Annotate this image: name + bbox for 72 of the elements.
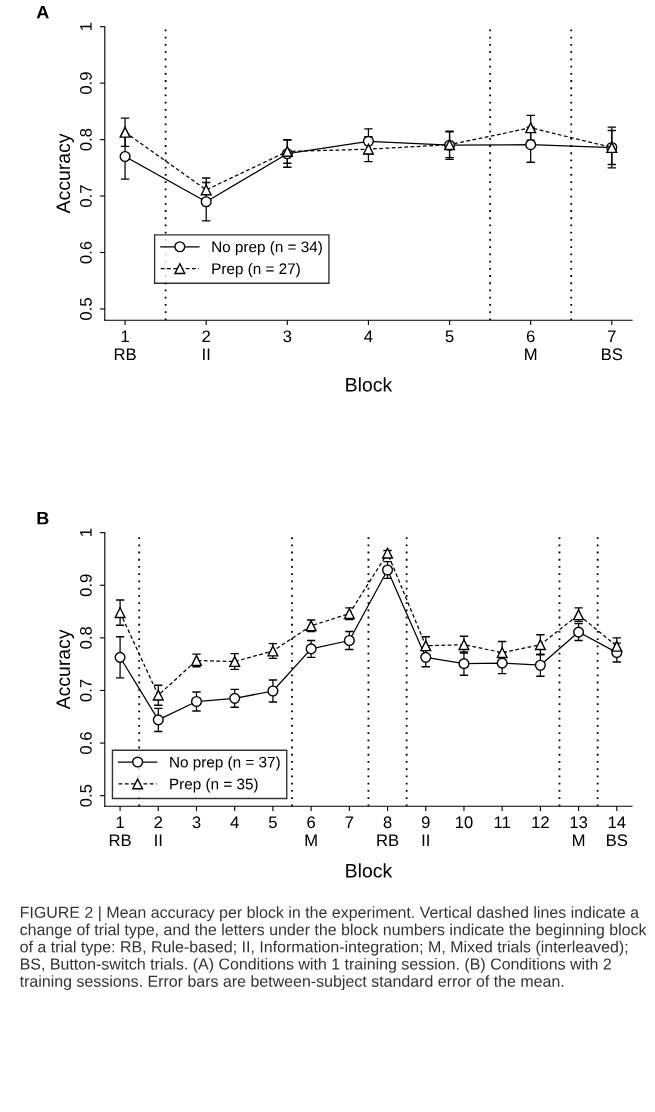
point [362,135,374,147]
y-tick-label: 1 [80,22,92,31]
legend-label: Prep (n = 35) [170,778,258,793]
legend-label: No prep (n = 34) [212,241,322,256]
y-tick-label: 0.7 [79,185,92,207]
chart-title: B [37,511,49,525]
point [458,639,470,651]
legend-label: Prep (n = 27) [212,262,300,278]
x-tick-label: 7 [345,816,354,828]
point [525,139,537,151]
point [496,647,508,659]
y-tick-label: 0.6 [79,241,92,264]
y-tick-label: 1 [80,528,92,537]
y-tick-label: 0.7 [79,679,92,702]
x-tick-label: 10 [455,816,473,829]
point [496,657,508,669]
x-tick-label: 4 [230,816,239,828]
point [420,651,432,663]
point [229,692,241,704]
point [458,658,470,670]
point [305,643,317,655]
x-tick-label: 5 [445,330,454,343]
point [200,184,212,196]
point [152,714,164,726]
x-tick-label: 3 [192,816,201,829]
x-axis-title: Block [346,377,393,392]
point [119,126,131,138]
x-axis-title: Block [346,863,393,878]
chart-title: A [36,5,49,19]
x-tick-label: 5 [268,816,277,829]
x-tick-label: 3 [283,330,292,343]
point [525,122,537,134]
x-tick-label: 7 BS [602,330,623,361]
x-tick-label: 2 II [202,330,210,361]
y-tick-label: 0.6 [79,732,92,754]
x-tick-label: 9 II [421,816,430,846]
point [381,564,394,576]
point [114,651,126,663]
x-tick-label: 6 M [305,816,317,846]
y-tick-label: 0.5 [79,784,92,807]
point [611,640,623,652]
point [573,626,585,638]
point [420,640,432,652]
y-tick-label: 0.9 [79,72,92,95]
point [152,689,164,701]
point [190,695,203,708]
point [343,634,355,647]
point [200,196,212,208]
point [362,143,374,155]
point [119,150,131,163]
point [267,685,279,697]
x-tick-label: 13 M [570,816,588,846]
x-tick-label: 1 RB [109,816,131,846]
y-tick-label: 0.8 [79,128,92,151]
y-tick-label: 0.9 [79,574,92,597]
point [534,659,546,671]
y-tick-label: 0.5 [79,298,92,320]
x-tick-label: 1 RB [114,330,136,361]
point [114,607,126,619]
x-tick-label: 12 [532,816,549,828]
y-axis-title: Accuracy [56,629,74,710]
x-tick-label: 6 M [525,330,537,361]
point [534,639,546,651]
x-tick-label: 14 BS [607,816,628,847]
x-tick-label: 11 [494,816,511,828]
x-tick-label: 2 II [154,816,163,846]
y-axis-title: Accuracy [56,133,74,214]
caption: FIGURE 2 | Mean accuracy per block in the experiment. Vertical dashed lines indicate a change of trial type, and the letters under the block numbers indicate the beginning block of a trial type: RB, Rule-based; II, Information-integration; M, Mixed trials (interleaved); BS, Button-switch trials. (A) Conditions with 1 training session. (B) Conditions with 2 training sessions. Error bars are between-subject standard error of the mean. [19,906,647,991]
legend-label: No prep (n = 37) [170,756,280,771]
y-tick-label: 0.8 [79,627,92,649]
x-tick-label: 8 RB [377,816,399,846]
x-tick-label: 4 [364,330,373,343]
